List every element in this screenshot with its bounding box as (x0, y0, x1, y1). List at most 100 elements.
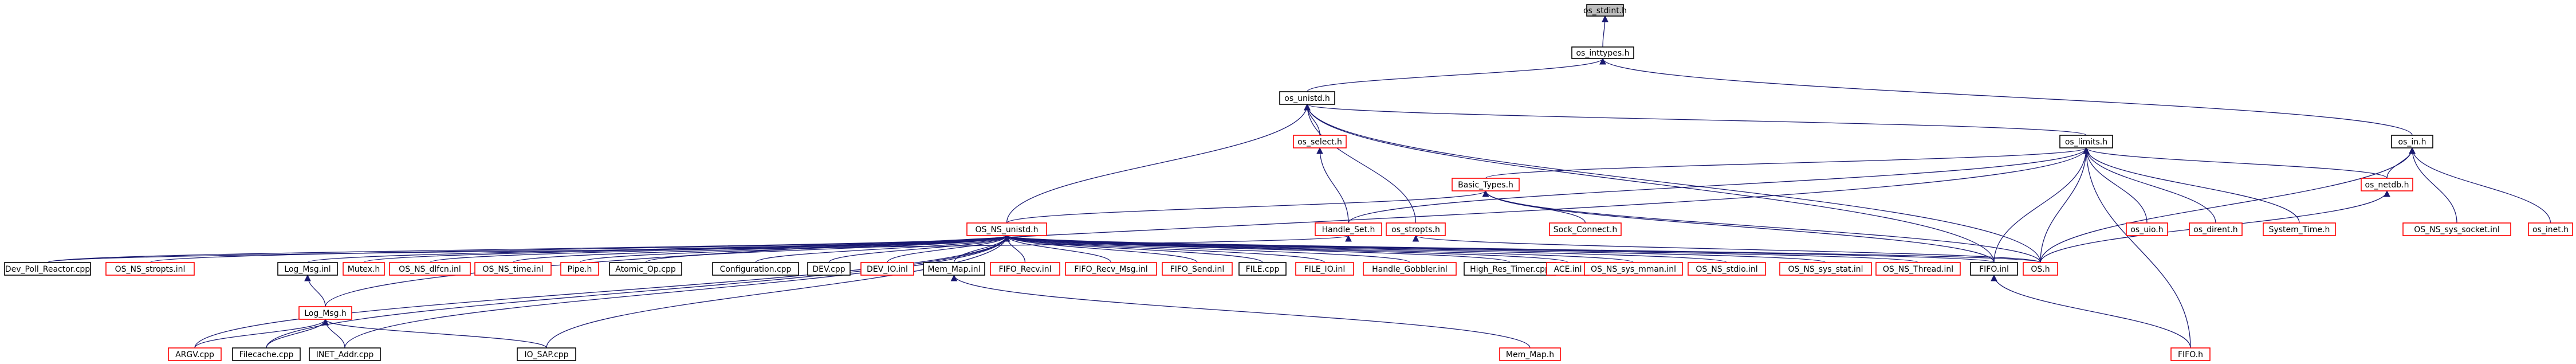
node-basic_types: Basic_Types.h (1452, 178, 1520, 191)
node-filecache[interactable]: Filecache.cpp (232, 347, 301, 361)
edge-os_ns_unistd-to-os_unistd (1006, 103, 1311, 224)
node-log_msg_h: Log_Msg.h (298, 306, 352, 320)
node-box-pipe (560, 262, 599, 276)
node-handle_gobbler: Handle_Gobbler.inl (1363, 262, 1457, 276)
node-dev_poll_reactor[interactable]: Dev_Poll_Reactor.cpp (4, 262, 91, 276)
edge-fifo_recv_msg-to-os_ns_unistd (1003, 234, 1112, 263)
node-label-log_msg_inl: Log_Msg.inl (284, 265, 331, 274)
edge-dev_poll_reactor-to-os_ns_unistd (47, 234, 1010, 263)
node-mem_map_inl[interactable]: Mem_Map.inl (923, 262, 985, 276)
edge-os_limits-to-os_unistd (1304, 103, 2087, 136)
node-box-configuration (712, 262, 799, 276)
node-box-log_msg_inl (277, 262, 338, 276)
node-atomic_op[interactable]: Atomic_Op.cpp (609, 262, 682, 276)
node-box-dev_io (860, 262, 914, 276)
node-label-file_cpp: FILE.cpp (1246, 265, 1280, 274)
node-os_in[interactable]: os_in.h (2391, 135, 2433, 148)
node-label-os_uio: os_uio.h (2130, 225, 2163, 234)
node-dev_io: DEV_IO.inl (860, 262, 914, 276)
edge-log_msg_h-to-log_msg_inl (304, 274, 326, 307)
node-handle_set: Handle_Set.h (1315, 222, 1382, 236)
edge-handle_set-to-os_limits (1348, 147, 2090, 224)
node-box-os_ns_dlfcn (389, 262, 471, 276)
node-box-os_ns_unistd (966, 222, 1047, 236)
node-os_ns_sys_socket: OS_NS_sys_socket.inl (2402, 222, 2511, 236)
edge-handle_set-to-os_select (1316, 147, 1349, 224)
node-label-os_stdint: os_stdint.h (1583, 6, 1627, 15)
node-label-os_ns_sys_stat: OS_NS_sys_stat.inl (1788, 265, 1863, 274)
edge-os_ns_sys_mman-to-os_ns_unistd (1004, 234, 1634, 263)
edge-fifo_send-to-os_ns_unistd (1003, 234, 1198, 263)
node-box-os_ns_stropts (105, 262, 195, 276)
edges-layer (47, 15, 2551, 349)
edge-system_time-to-os_limits (2083, 147, 2300, 224)
node-dev_cpp[interactable]: DEV.cpp (807, 262, 851, 276)
node-label-fifo_inl: FIFO.inl (1979, 265, 2009, 274)
node-box-os_inttypes (1571, 46, 1634, 59)
edge-filecache-to-os_ns_unistd (266, 234, 1010, 349)
node-configuration[interactable]: Configuration.cpp (712, 262, 799, 276)
edge-os_h-to-os_ns_unistd (1004, 234, 2041, 263)
node-file_cpp[interactable]: FILE.cpp (1238, 262, 1287, 276)
node-argv: ARGV.cpp (168, 347, 222, 361)
node-box-mem_map_inl (923, 262, 985, 276)
node-log_msg_inl[interactable]: Log_Msg.inl (277, 262, 338, 276)
node-box-os_dirent (2189, 222, 2243, 236)
node-os_limits[interactable]: os_limits.h (2059, 135, 2113, 148)
node-mem_map_h: Mem_Map.h (1499, 347, 1561, 361)
node-inet_addr[interactable]: INET_Addr.cpp (309, 347, 381, 361)
node-label-os_limits: os_limits.h (2065, 138, 2107, 147)
node-os_stropts: os_stropts.h (1386, 222, 1446, 236)
edge-os_unistd-to-os_inttypes (1307, 57, 1606, 92)
node-ace_inl: ACE.inl (1546, 262, 1590, 276)
node-box-fifo_h (2170, 347, 2211, 361)
node-fifo_recv_msg: FIFO_Recv_Msg.inl (1065, 262, 1157, 276)
edge-argv-to-log_msg_h (194, 318, 329, 349)
node-label-file_io: FILE_IO.inl (1304, 265, 1346, 274)
node-box-os_stropts (1386, 222, 1446, 236)
node-label-fifo_h: FIFO.h (2178, 350, 2203, 359)
node-fifo_send: FIFO_Send.inl (1162, 262, 1233, 276)
node-high_res_timer[interactable]: High_Res_Timer.cpp (1464, 262, 1556, 276)
node-os_ns_sys_stat: OS_NS_sys_stat.inl (1779, 262, 1872, 276)
node-io_sap[interactable]: IO_SAP.cpp (517, 347, 576, 361)
edge-os_select-to-os_unistd (1304, 103, 1320, 136)
node-box-os_ns_thread (1875, 262, 1961, 276)
edge-handle_gobbler-to-os_ns_unistd (1004, 234, 1410, 263)
node-box-basic_types (1452, 178, 1520, 191)
node-label-atomic_op: Atomic_Op.cpp (615, 265, 676, 274)
node-box-os_ns_sys_socket (2402, 222, 2511, 236)
edge-os_h-to-os_unistd (1304, 103, 2041, 263)
edge-os_in-to-os_inttypes (1599, 57, 2413, 136)
node-os_uio: os_uio.h (2126, 222, 2168, 236)
node-os_ns_time: OS_NS_time.inl (474, 262, 552, 276)
edge-argv-to-os_ns_unistd (194, 234, 1010, 349)
node-os_ns_stropts: OS_NS_stropts.inl (105, 262, 195, 276)
edge-configuration-to-os_ns_unistd (755, 234, 1010, 263)
node-box-os_h (2023, 262, 2058, 276)
node-os_inttypes[interactable]: os_inttypes.h (1571, 46, 1634, 59)
node-label-basic_types: Basic_Types.h (1458, 181, 1513, 190)
edge-os_h-to-os_in (2040, 147, 2416, 263)
node-os_ns_sys_mman: OS_NS_sys_mman.inl (1584, 262, 1683, 276)
node-label-os_ns_thread: OS_NS_Thread.inl (1883, 265, 1953, 274)
node-box-os_ns_stdio (1688, 262, 1766, 276)
node-label-os_netdb: os_netdb.h (2365, 181, 2409, 190)
node-label-os_inet: os_inet.h (2532, 225, 2569, 234)
node-fifo_inl[interactable]: FIFO.inl (1970, 262, 2018, 276)
node-label-os_select: os_select.h (1297, 138, 1342, 147)
node-label-os_in: os_in.h (2398, 138, 2426, 147)
node-sock_connect: Sock_Connect.h (1549, 222, 1622, 236)
node-os_unistd[interactable]: os_unistd.h (1279, 91, 1335, 105)
node-box-dev_poll_reactor (4, 262, 91, 276)
edge-fifo_inl-to-os_limits (1993, 147, 2090, 263)
node-label-fifo_recv: FIFO_Recv.inl (999, 265, 1052, 274)
node-box-atomic_op (609, 262, 682, 276)
edge-io_sap-to-log_msg_h (322, 318, 547, 349)
node-box-fifo_inl (1970, 262, 2018, 276)
node-box-dev_cpp (807, 262, 851, 276)
node-label-os_ns_sys_mman: OS_NS_sys_mman.inl (1591, 265, 1676, 274)
node-label-os_ns_stdio: OS_NS_stdio.inl (1696, 265, 1757, 274)
edge-io_sap-to-os_ns_unistd (546, 234, 1010, 349)
node-box-io_sap (517, 347, 576, 361)
